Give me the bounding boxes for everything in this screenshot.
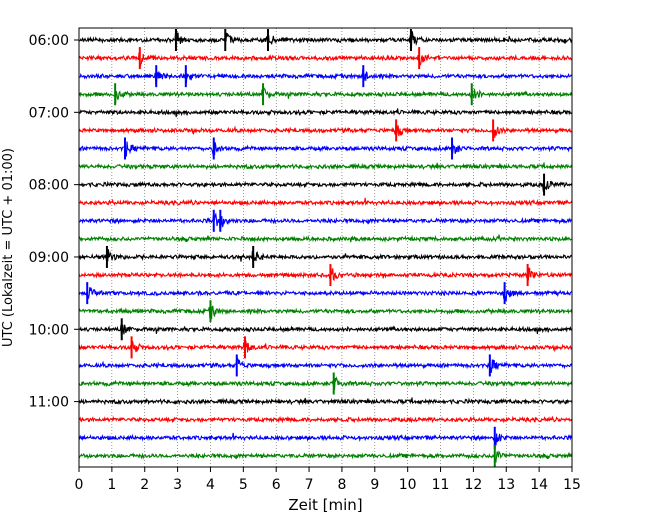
y-tick-label: 07:00 (29, 105, 69, 121)
x-tick-label: 9 (370, 477, 379, 493)
trace-line (78, 212, 572, 232)
y-axis-label: UTC (Lokalzeit = UTC + 01:00) (1, 148, 16, 347)
trace-row-1130 (78, 426, 573, 449)
trace-line (78, 302, 573, 320)
y-tick-label: 08:00 (29, 178, 69, 194)
trace-row-0930 (78, 282, 573, 305)
trace-line (78, 432, 573, 448)
x-tick-label: 7 (305, 477, 314, 493)
y-tick-label: 09:00 (29, 250, 69, 266)
trace-line (78, 324, 572, 339)
trace-line (78, 140, 573, 157)
trace-row-0915 (78, 264, 573, 287)
x-tick-label: 13 (497, 477, 515, 493)
trace-line (78, 197, 573, 207)
trace-row-0845 (78, 234, 572, 243)
x-tick-label: 15 (563, 477, 581, 493)
x-tick-label: 6 (272, 477, 281, 493)
trace-line (78, 68, 573, 86)
trace-line (78, 286, 573, 302)
trace-line (78, 376, 573, 391)
trace-line (78, 450, 573, 463)
x-tick-label: 0 (75, 477, 84, 493)
x-tick-label: 2 (140, 477, 149, 493)
trace-row-0745 (78, 162, 573, 171)
trace-row-0730 (78, 137, 573, 160)
trace-line (78, 162, 573, 171)
trace-row-0830 (78, 209, 572, 232)
y-tick-label: 10:00 (29, 322, 69, 338)
y-tick-label: 11:00 (29, 395, 69, 411)
trace-line (78, 340, 573, 354)
trace-line (78, 122, 573, 138)
trace-line (78, 234, 572, 243)
trace-row-0800 (78, 173, 573, 196)
trace-line (78, 29, 573, 51)
trace-row-0715 (78, 119, 573, 142)
trace-row-0900 (78, 245, 573, 268)
x-tick-label: 11 (432, 477, 450, 493)
trace-row-0615 (78, 47, 573, 70)
trace-line (78, 249, 573, 266)
trace-line (78, 415, 573, 424)
trace-row-1000 (78, 318, 572, 341)
trace-row-1045 (78, 372, 573, 395)
trace-row-1015 (78, 336, 573, 359)
x-axis-label: Zeit [min] (288, 496, 362, 514)
x-tick-label: 8 (337, 477, 346, 493)
x-tick-label: 4 (206, 477, 215, 493)
trace-line (78, 177, 573, 192)
y-tick-label: 06:00 (29, 33, 69, 49)
x-tick-label: 3 (173, 477, 182, 493)
x-tick-label: 14 (530, 477, 548, 493)
trace-row-0815 (78, 197, 573, 207)
trace-row-0630 (78, 65, 573, 88)
y-axis-ticks: 06:00 07:00 08:00 09:00 10:00 11:00 (29, 33, 79, 411)
trace-line (78, 52, 573, 68)
x-axis-ticks: 0 1 2 3 4 5 6 7 8 9 10 11 12 13 14 15 (75, 467, 581, 493)
trace-row-0645 (78, 83, 573, 106)
x-tick-label: 10 (399, 477, 417, 493)
trace-line (78, 267, 573, 282)
x-tick-label: 5 (239, 477, 248, 493)
x-tick-label: 1 (107, 477, 116, 493)
trace-line (78, 108, 573, 118)
trace-line (78, 397, 573, 406)
trace-row-0700 (78, 108, 573, 118)
plot-frame (78, 27, 573, 468)
trace-line (78, 355, 573, 373)
trace-rows (78, 29, 573, 467)
trace-row-1030 (78, 354, 573, 377)
trace-row-1145 (78, 444, 573, 467)
trace-row-1100 (78, 397, 573, 406)
trace-row-0600 (78, 29, 573, 51)
trace-line (78, 87, 573, 104)
vertical-grid (111, 28, 540, 467)
x-tick-label: 12 (464, 477, 482, 493)
trace-row-0945 (78, 300, 573, 323)
trace-row-1115 (78, 415, 573, 424)
